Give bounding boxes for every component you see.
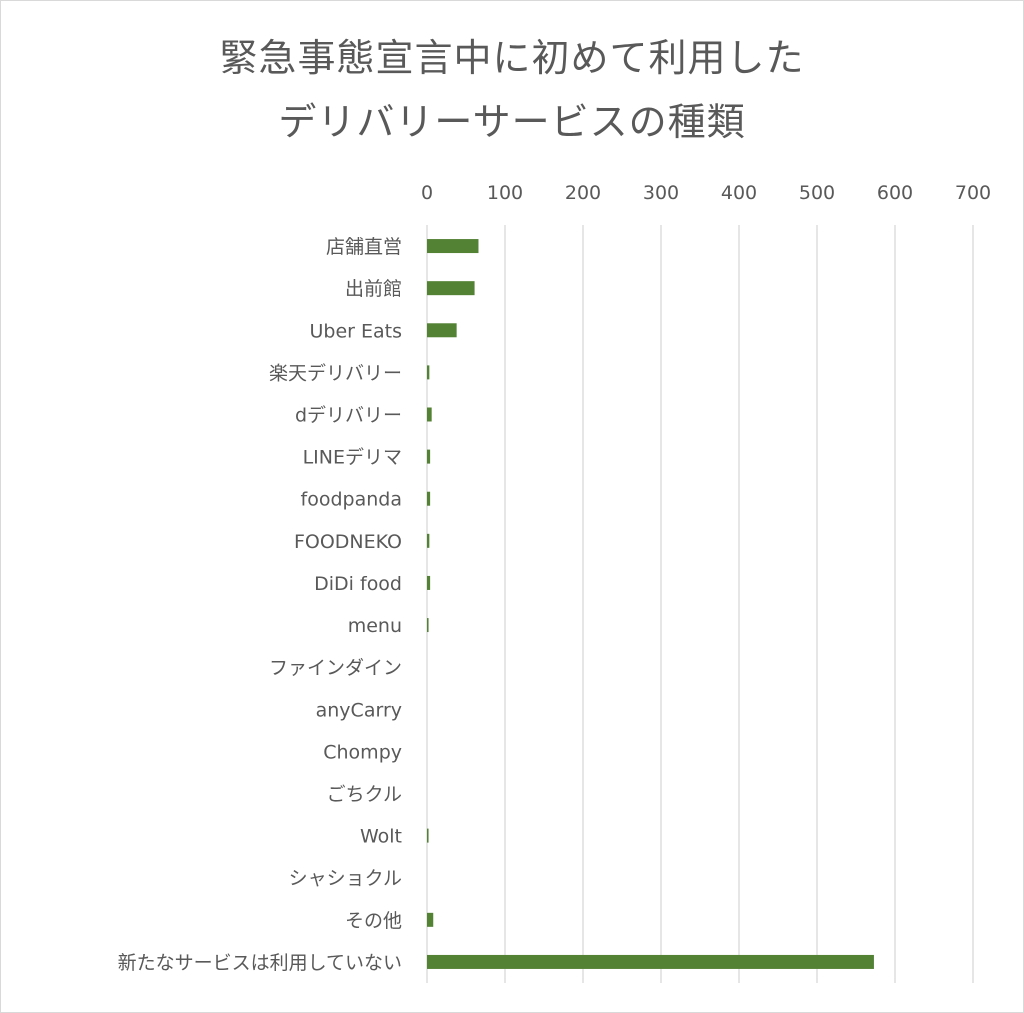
bar-2 (427, 323, 457, 338)
bar-8 (427, 575, 431, 590)
category-label-17: 新たなサービスは利用していない (118, 952, 402, 974)
category-label-16: その他 (345, 910, 402, 932)
chart-title-line-1: 緊急事態宣言中に初めて利用した (219, 36, 805, 80)
bar-5 (427, 449, 431, 464)
category-label-8: DiDi food (314, 573, 402, 595)
x-tick-label-700: 700 (955, 182, 991, 204)
category-label-3: 楽天デリバリー (269, 362, 402, 384)
category-label-7: FOODNEKO (294, 531, 402, 553)
bar-1 (427, 281, 475, 296)
chart-title-line-2: デリバリーサービスの種類 (278, 100, 746, 144)
category-label-13: ごちクル (327, 784, 402, 806)
bar-7 (427, 533, 430, 548)
category-label-12: Chompy (323, 741, 402, 763)
bar-0 (427, 239, 479, 254)
bar-4 (427, 407, 432, 422)
gridlines (426, 225, 974, 983)
category-label-0: 店舗直営 (326, 236, 402, 258)
category-label-11: anyCarry (316, 699, 402, 721)
x-tick-label-500: 500 (799, 182, 835, 204)
category-label-14: Wolt (360, 826, 402, 848)
x-tick-label-300: 300 (643, 182, 679, 204)
bar-14 (427, 828, 429, 843)
bar-17 (427, 954, 874, 969)
x-tick-label-100: 100 (487, 182, 523, 204)
category-label-10: ファインダイン (269, 657, 402, 679)
x-tick-label-200: 200 (565, 182, 601, 204)
x-axis-ticks: 0 100 200 300 400 500 600 700 (421, 182, 991, 204)
category-label-4: dデリバリー (295, 405, 402, 427)
category-label-9: menu (348, 615, 402, 637)
x-tick-label-400: 400 (721, 182, 757, 204)
x-tick-label-600: 600 (877, 182, 913, 204)
bar-9 (427, 618, 429, 633)
category-label-15: シャショクル (289, 868, 402, 890)
category-label-6: foodpanda (301, 489, 402, 511)
chart-title: 緊急事態宣言中に初めて利用した デリバリーサービスの種類 (0, 26, 1024, 154)
category-label-2: Uber Eats (309, 320, 402, 342)
category-label-1: 出前館 (345, 278, 402, 300)
category-label-5: LINEデリマ (303, 447, 402, 469)
bar-6 (427, 491, 431, 506)
x-tick-label-0: 0 (421, 182, 433, 204)
bar-16 (427, 912, 434, 927)
bars (427, 239, 874, 969)
bar-3 (427, 365, 430, 380)
